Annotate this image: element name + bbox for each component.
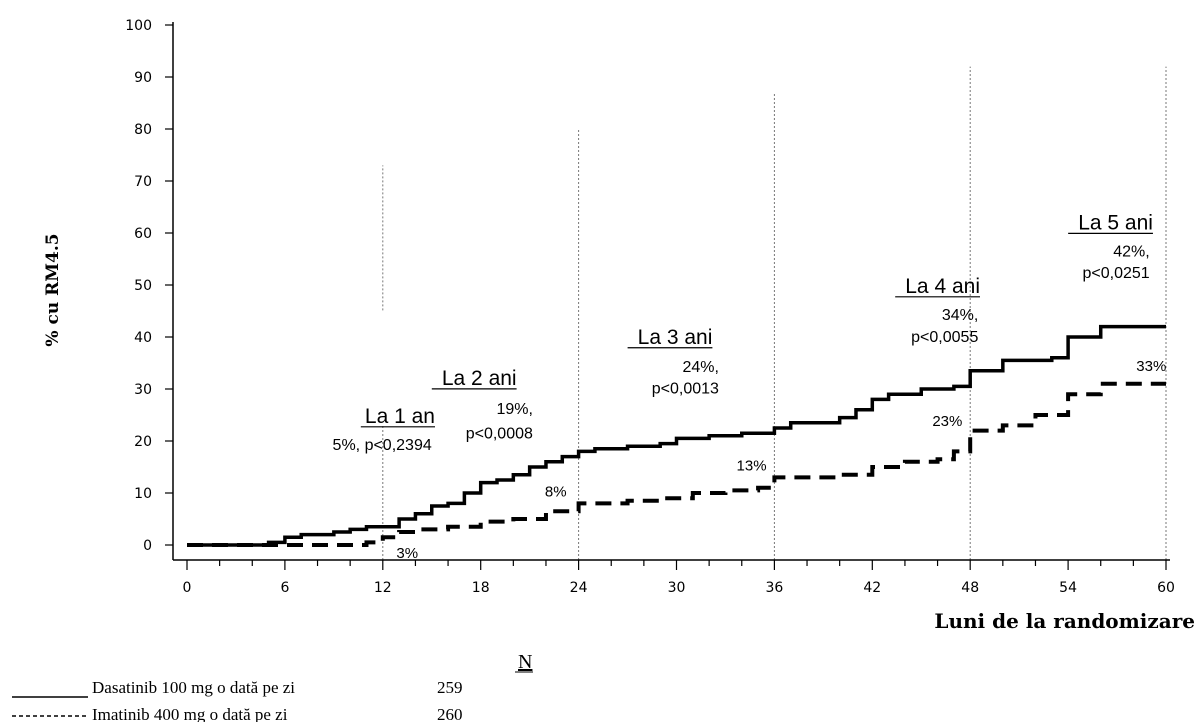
imatinib-value-label: 23% xyxy=(932,413,962,430)
x-tick-label: 12 xyxy=(374,580,392,596)
annotation-text: p<0,0013 xyxy=(652,381,719,398)
y-tick-label: 40 xyxy=(134,330,152,346)
y-tick-label: 50 xyxy=(134,278,152,294)
n-header: N xyxy=(518,651,532,673)
x-tick-label: 60 xyxy=(1157,580,1175,596)
imatinib-value-label: 13% xyxy=(737,458,767,475)
series-line-imatinib xyxy=(187,381,1166,547)
y-tick-label: 20 xyxy=(134,434,152,450)
annotation-title: La 3 ani xyxy=(638,326,713,349)
x-tick-label: 24 xyxy=(570,580,588,596)
series-line-dasatinib xyxy=(187,324,1166,547)
y-tick-label: 10 xyxy=(134,486,152,502)
x-tick-label: 18 xyxy=(472,580,490,596)
series-lines xyxy=(187,324,1166,547)
annotation-title: La 5 ani xyxy=(1078,211,1153,234)
y-axis-label: % cu RM4.5 xyxy=(43,233,63,346)
x-tick-label: 42 xyxy=(863,580,881,596)
annotation-text: 24%, xyxy=(682,359,718,376)
y-tick-label: 90 xyxy=(134,70,152,86)
y-tick-label: 70 xyxy=(134,174,152,190)
x-ticks: 0 6 12 18 24 30 36 42 48 54 60 xyxy=(183,560,1175,596)
x-tick-label: 6 xyxy=(280,580,289,596)
y-tick-label: 60 xyxy=(134,226,152,242)
annotation-text: 42%, xyxy=(1113,243,1149,260)
y-tick-label: 0 xyxy=(143,538,152,554)
legend-label-imatinib: Imatinib 400 mg o dată pe zi xyxy=(92,705,288,722)
imatinib-value-label: 33% xyxy=(1136,358,1166,375)
annotation-text: 34%, xyxy=(942,307,978,324)
y-tick-label: 30 xyxy=(134,382,152,398)
imatinib-value-label: 8% xyxy=(545,484,567,501)
x-tick-label: 36 xyxy=(765,580,783,596)
axes xyxy=(172,22,1170,561)
imatinib-value-label: 3% xyxy=(396,545,418,562)
annotation-text: p<0,0251 xyxy=(1082,265,1149,282)
annotations: La 1 an 5%, p<0,2394 La 2 ani 19%, p<0,0008 L… xyxy=(333,211,1167,562)
x-tick-label: 0 xyxy=(183,580,192,596)
y-tick-label: 100 xyxy=(125,18,152,34)
x-tick-label: 30 xyxy=(668,580,686,596)
annotation-text: 5%, p<0,2394 xyxy=(333,437,432,454)
annotation-title: La 4 ani xyxy=(905,275,980,298)
year-gridlines xyxy=(382,66,1167,560)
annotation-text: p<0,0008 xyxy=(466,425,533,442)
legend-n-dasatinib: 259 xyxy=(437,678,463,697)
y-tick-label: 80 xyxy=(134,122,152,138)
x-tick-label: 48 xyxy=(961,580,979,596)
annotation-title: La 1 an xyxy=(365,405,435,428)
x-axis-label: Luni de la randomizare xyxy=(934,609,1195,633)
legend-label-dasatinib: Dasatinib 100 mg o dată pe zi xyxy=(92,678,295,697)
x-tick-label: 54 xyxy=(1059,580,1077,596)
legend-n-imatinib: 260 xyxy=(437,705,463,722)
annotation-text: p<0,0055 xyxy=(911,329,978,346)
legend: Dasatinib 100 mg o dată pe zi 259 Imatin… xyxy=(12,678,463,722)
annotation-title: La 2 ani xyxy=(442,367,517,390)
annotation-text: 19%, xyxy=(496,401,532,418)
y-ticks: 0 10 20 30 40 50 60 70 80 90 100 xyxy=(125,18,173,554)
